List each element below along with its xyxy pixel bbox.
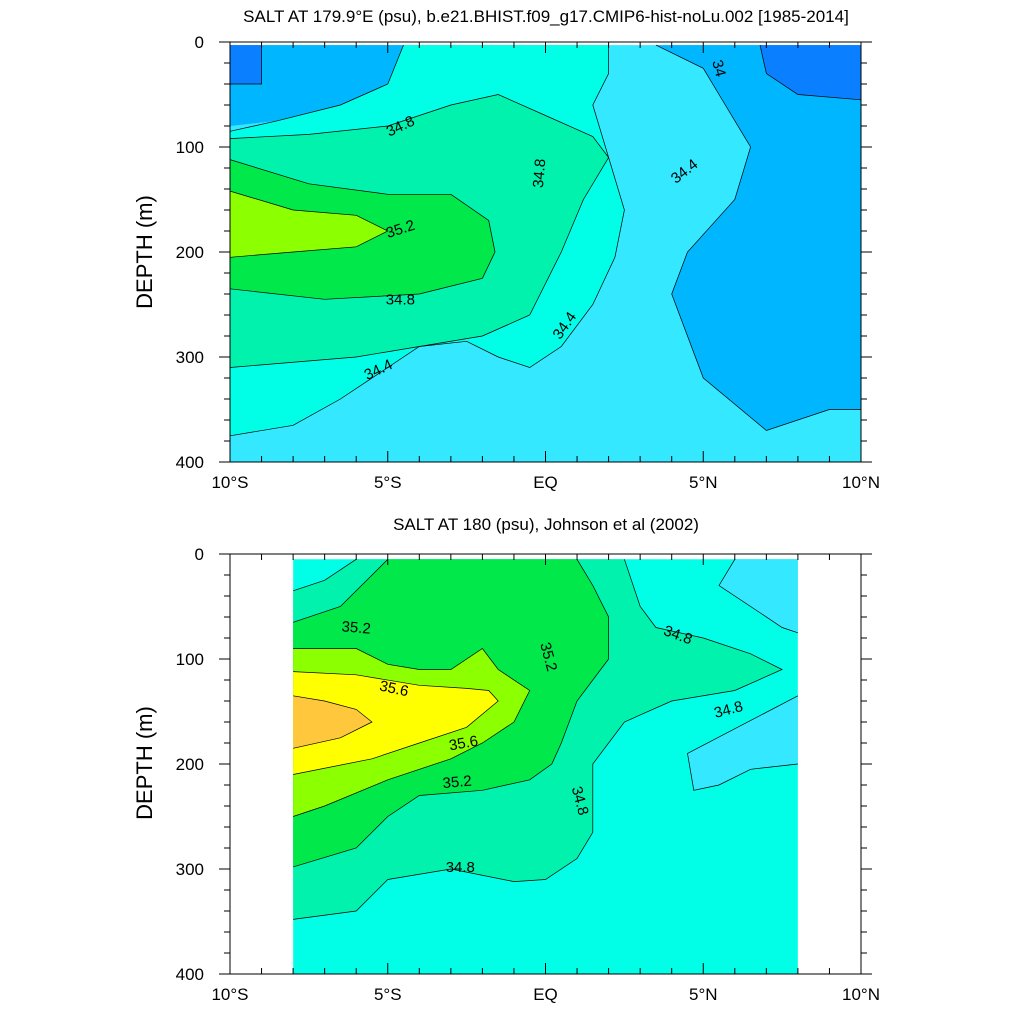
contour-line-8 <box>759 45 861 101</box>
contour-line-6 <box>655 44 861 431</box>
x-tick-label: EQ <box>533 473 558 492</box>
x-tick-label: 10°S <box>211 473 248 492</box>
y-tick-label: 300 <box>176 348 204 367</box>
contour-line-7 <box>293 695 373 749</box>
contour-line-6 <box>293 671 499 775</box>
contour-label: 34.8 <box>530 158 549 189</box>
x-tick-label: 5°S <box>374 985 402 1004</box>
contour-label: 35.2 <box>442 773 473 792</box>
panel-1-title: SALT AT 179.9°E (psu), b.e21.BHIST.f09_g… <box>243 7 849 26</box>
x-tick-label: 10°S <box>211 985 248 1004</box>
x-tick-label: 5°N <box>689 985 718 1004</box>
contour-label: 34.8 <box>568 785 592 818</box>
contour-line-5 <box>293 648 531 817</box>
contour-line-3 <box>293 559 389 623</box>
contour-label: 34 <box>708 58 729 79</box>
y-tick-label: 100 <box>176 650 204 669</box>
contour-line-5 <box>230 45 625 437</box>
contour-line-9 <box>718 559 798 634</box>
y-tick-label: 200 <box>176 243 204 262</box>
y-tick-label: 100 <box>176 138 204 157</box>
contour-fill-4 <box>230 45 262 84</box>
contour-line-4 <box>230 190 389 258</box>
contour-line-3 <box>230 159 496 300</box>
x-tick-label: 5°N <box>689 473 718 492</box>
contour-line-7 <box>230 45 262 85</box>
contour-fill-5 <box>760 45 861 100</box>
contour-label: 35.6 <box>448 733 480 755</box>
y-tick-label: 300 <box>176 860 204 879</box>
y-tick-label: 200 <box>176 755 204 774</box>
contour-fill-9 <box>230 191 388 258</box>
y-tick-label: 0 <box>195 545 204 564</box>
contour-label: 34.8 <box>386 291 415 308</box>
contour-label: 34.8 <box>446 859 475 876</box>
y-tick-label: 400 <box>176 965 204 984</box>
x-tick-label: 10°N <box>842 473 880 492</box>
contour-fill-3 <box>719 559 798 633</box>
contour-label: 34.8 <box>712 698 745 722</box>
contour-fill-2 <box>655 45 861 431</box>
contour-line-8 <box>687 695 798 791</box>
x-tick-label: EQ <box>533 985 558 1004</box>
panel-2-ylabel: DEPTH (m) <box>132 706 157 820</box>
contour-fill-3 <box>230 45 404 126</box>
contour-label: 35.2 <box>341 618 372 637</box>
contour-line-1 <box>293 559 357 592</box>
contour-fill-2 <box>687 695 798 791</box>
panel-2-title: SALT AT 180 (psu), Johnson et al (2002) <box>393 515 699 534</box>
x-tick-label: 10°N <box>842 985 880 1004</box>
panel-1-ylabel: DEPTH (m) <box>132 195 157 309</box>
contour-line-4 <box>293 559 609 868</box>
y-tick-label: 400 <box>176 453 204 472</box>
contour-label: 35.6 <box>378 678 410 701</box>
contour-line-1 <box>230 44 404 132</box>
x-tick-label: 5°S <box>374 473 402 492</box>
contour-label: 35.2 <box>536 641 560 674</box>
panel-2-plot: 35.235.635.635.235.234.834.834.834.810°S… <box>176 545 880 1004</box>
contour-fill-8 <box>293 695 372 749</box>
contour-line-2 <box>293 559 783 920</box>
contour-fill-7 <box>293 671 499 775</box>
y-tick-label: 0 <box>195 33 204 52</box>
